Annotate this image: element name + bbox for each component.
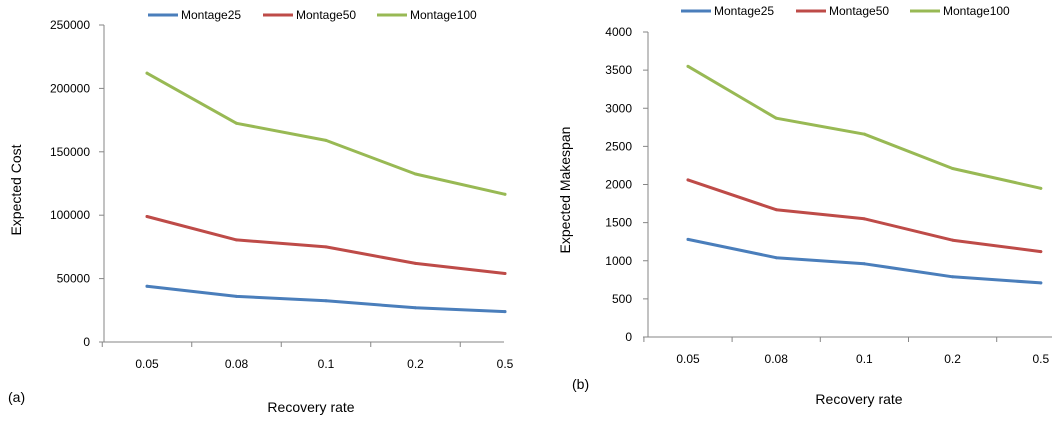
data-point-montage100 <box>774 116 778 120</box>
y-tick-label: 3000 <box>605 101 632 115</box>
y-tick-label: 1500 <box>605 216 632 230</box>
data-point-montage25 <box>951 275 955 279</box>
y-tick-label: 250000 <box>50 18 90 32</box>
data-point-montage50 <box>862 217 866 221</box>
data-point-montage25 <box>145 284 149 288</box>
data-point-montage50 <box>414 261 417 265</box>
legend-label: Montage100 <box>943 4 1010 18</box>
data-point-montage25 <box>1039 281 1043 285</box>
y-tick-label: 0 <box>625 330 632 344</box>
x-tick-label: 0.5 <box>1032 352 1049 366</box>
x-tick-label: 0.08 <box>225 357 249 371</box>
x-tick-label: 0.2 <box>944 352 961 366</box>
x-tick-label: 0.1 <box>856 352 873 366</box>
y-tick-label: 4000 <box>605 25 632 39</box>
data-point-montage100 <box>235 121 238 125</box>
series-line-montage100 <box>686 64 1043 190</box>
y-tick-label: 0 <box>83 335 90 349</box>
panel-label: (a) <box>8 389 25 405</box>
panel-label: (b) <box>572 376 589 392</box>
data-point-montage25 <box>686 237 690 241</box>
legend-label: Montage25 <box>181 8 241 22</box>
data-point-montage25 <box>862 262 866 266</box>
y-axis-title: Expected Cost <box>8 144 24 235</box>
legend-label: Montage50 <box>829 4 889 18</box>
x-tick-label: 0.1 <box>318 357 335 371</box>
y-tick-label: 100000 <box>50 208 90 222</box>
data-point-montage25 <box>414 306 417 310</box>
data-point-montage25 <box>503 310 507 314</box>
x-tick-label: 0.05 <box>135 357 159 371</box>
data-point-montage25 <box>324 299 328 303</box>
x-tick-label: 0.05 <box>676 352 700 366</box>
y-tick-label: 3500 <box>605 63 632 77</box>
data-point-montage100 <box>414 172 417 176</box>
y-tick-label: 500 <box>612 292 632 306</box>
x-axis-title: Recovery rate <box>267 399 354 415</box>
legend-label: Montage100 <box>410 8 477 22</box>
y-tick-label: 2500 <box>605 139 632 153</box>
data-point-montage50 <box>503 272 507 276</box>
legend-label: Montage50 <box>296 8 356 22</box>
data-point-montage50 <box>951 238 955 242</box>
y-tick-label: 50000 <box>57 272 91 286</box>
y-tick-label: 2000 <box>605 178 632 192</box>
data-point-montage100 <box>1039 186 1043 190</box>
data-point-montage100 <box>503 192 507 196</box>
data-point-montage50 <box>1039 250 1043 254</box>
data-point-montage100 <box>862 132 866 136</box>
x-axis-title: Recovery rate <box>815 391 902 407</box>
data-point-montage50 <box>774 208 778 212</box>
data-point-montage25 <box>774 256 778 260</box>
data-point-montage100 <box>951 166 955 170</box>
y-axis-title: Expected Makespan <box>557 127 573 254</box>
data-point-montage25 <box>235 294 238 298</box>
series-line-montage50 <box>145 215 507 275</box>
data-point-montage100 <box>324 138 328 142</box>
y-tick-label: 150000 <box>50 145 90 159</box>
series-line-montage25 <box>145 284 507 314</box>
y-tick-label: 1000 <box>605 254 632 268</box>
data-point-montage50 <box>324 245 328 249</box>
data-point-montage100 <box>686 64 690 68</box>
data-point-montage50 <box>235 238 238 242</box>
series-line-montage50 <box>686 178 1043 254</box>
series-line-montage100 <box>145 71 507 196</box>
legend-label: Montage25 <box>714 4 774 18</box>
x-tick-label: 0.2 <box>407 357 424 371</box>
data-point-montage50 <box>145 214 149 218</box>
x-tick-label: 0.5 <box>497 357 514 371</box>
data-point-montage50 <box>686 178 690 182</box>
data-point-montage100 <box>145 71 149 75</box>
x-tick-label: 0.08 <box>765 352 789 366</box>
y-tick-label: 200000 <box>50 81 90 95</box>
